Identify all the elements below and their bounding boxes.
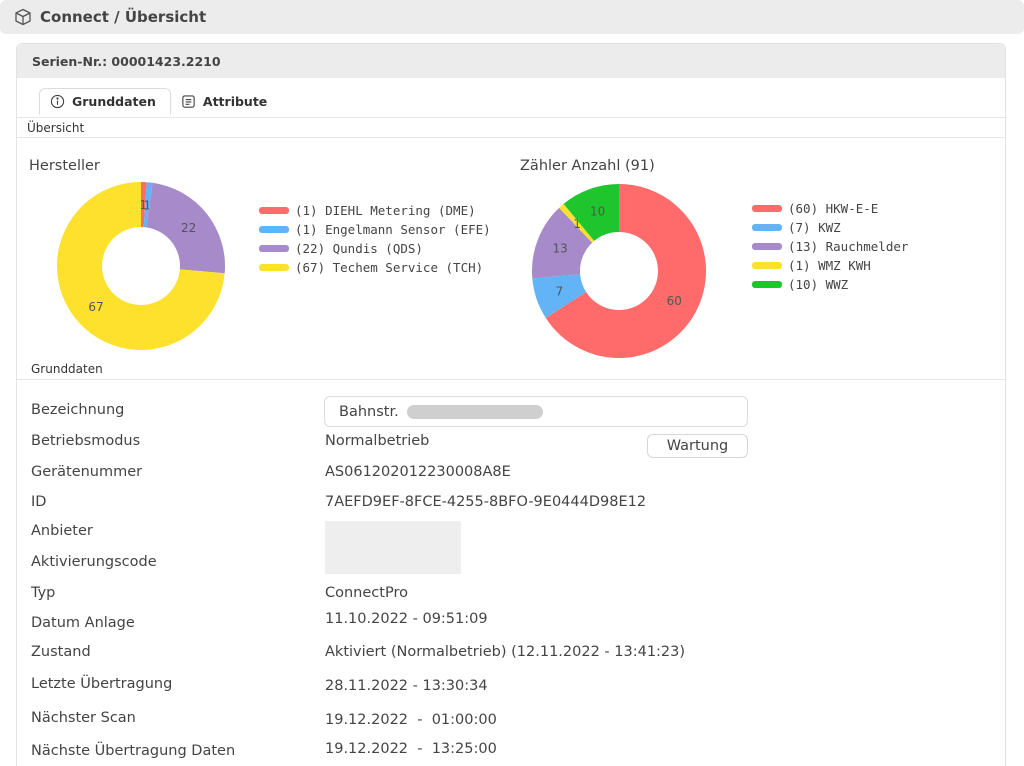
- donut-slice-1-diehl-metering-dme[interactable]: [141, 182, 147, 228]
- slice-value-label: 22: [181, 221, 196, 235]
- label-geraetenummer: Gerätenummer: [31, 464, 143, 480]
- legend-swatch: [259, 207, 289, 214]
- label-betriebsmodus: Betriebsmodus: [31, 433, 141, 449]
- value-zustand: Aktiviert (Normalbetrieb) (12.11.2022 - …: [325, 644, 686, 660]
- donut-chart-zaehler: 60 7 13 1 10: [532, 184, 706, 358]
- legend-swatch: [752, 224, 782, 231]
- page-header: Connect / Übersicht: [0, 0, 1024, 34]
- label-aktivierungscode: Aktivierungscode: [31, 554, 157, 570]
- device-card: Serien-Nr.: 00001423.2210 Grunddaten: [16, 43, 1006, 766]
- page-title: Connect / Übersicht: [40, 8, 207, 26]
- legend-item-10-wwz[interactable]: (10) WWZ: [752, 275, 908, 294]
- slice-value-label: 13: [552, 242, 567, 256]
- label-zustand: Zustand: [31, 644, 91, 660]
- document-list-icon: [181, 94, 197, 110]
- legend-label: (22) Qundis (QDS): [295, 241, 423, 256]
- label-datum-anlage: Datum Anlage: [31, 615, 135, 631]
- slice-value-label: 1: [573, 217, 581, 231]
- donut-slice-60-hkw-e-e[interactable]: [545, 184, 706, 358]
- legend-zaehler: (60) HKW-E-E (7) KWZ (13) Rauchmelder (1) W…: [752, 199, 908, 294]
- legend-label: (60) HKW-E-E: [788, 201, 879, 216]
- slice-value-label: 67: [88, 300, 103, 314]
- legend-swatch: [752, 243, 782, 250]
- legend-label: (7) KWZ: [788, 220, 841, 235]
- redacted-text: [406, 404, 543, 419]
- wartung-button[interactable]: Wartung: [647, 434, 748, 458]
- legend-item-1-wmz-kwh[interactable]: (1) WMZ KWH: [752, 256, 908, 275]
- value-letzte-uebertragung: 28.11.2022 - 13:30:34: [325, 678, 488, 694]
- chart-title-zaehler: Zähler Anzahl (91): [520, 158, 655, 174]
- label-naechste-uebertragung: Nächste Übertragung Daten: [31, 743, 236, 759]
- redacted-box: [325, 521, 461, 574]
- slice-value-label: 7: [556, 284, 564, 298]
- value-betriebsmodus: Normalbetrieb: [325, 433, 430, 449]
- slice-value-label: 60: [667, 294, 682, 308]
- tab-grunddaten-label: Grunddaten: [72, 94, 156, 109]
- legend-label: (1) Engelmann Sensor (EFE): [295, 222, 491, 237]
- bezeichnung-input[interactable]: Bahnstr.: [324, 396, 748, 427]
- legend-label: (67) Techem Service (TCH): [295, 260, 484, 275]
- legend-item-1-engelmann-sensor-efe[interactable]: (1) Engelmann Sensor (EFE): [259, 220, 491, 239]
- tab-bar: Grunddaten Attribute: [39, 88, 281, 118]
- divider: [17, 117, 1005, 118]
- serial-number-header: Serien-Nr.: 00001423.2210: [17, 44, 1005, 78]
- chart-title-hersteller: Hersteller: [29, 158, 100, 174]
- donut-slice-7-kwz[interactable]: [532, 274, 587, 318]
- label-anbieter: Anbieter: [31, 523, 93, 539]
- legend-swatch: [752, 262, 782, 269]
- legend-item-60-hkw-e-e[interactable]: (60) HKW-E-E: [752, 199, 908, 218]
- legend-swatch: [752, 281, 782, 288]
- value-id: 7AEFD9EF-8FCE-4255-8BFO-9E0444D98E12: [325, 494, 647, 510]
- divider: [17, 137, 1005, 138]
- slice-value-label: 10: [590, 205, 605, 219]
- tab-grunddaten[interactable]: Grunddaten: [39, 88, 171, 115]
- donut-slice-1-engelmann-sensor-efe[interactable]: [143, 182, 153, 228]
- value-naechste-uebertragung: 19.12.2022 - 13:25:00: [325, 741, 497, 757]
- legend-item-67-techem-service-tch[interactable]: (67) Techem Service (TCH): [259, 258, 491, 277]
- donut-slice-22-qundis-qds[interactable]: [146, 182, 225, 274]
- value-geraetenummer: AS061202012230008A8E: [325, 464, 511, 480]
- tab-attribute[interactable]: Attribute: [171, 88, 281, 115]
- tab-attribute-label: Attribute: [202, 94, 268, 109]
- cube-icon: [14, 7, 34, 27]
- donut-slice-67-techem-service-tch[interactable]: [56, 182, 225, 350]
- donut-slice-10-wwz[interactable]: [563, 184, 619, 241]
- legend-label: (1) DIEHL Metering (DME): [295, 203, 476, 218]
- legend-swatch: [259, 264, 289, 271]
- legend-label: (10) WWZ: [788, 277, 849, 292]
- donut-slice-1-wmz-kwh[interactable]: [559, 203, 595, 243]
- legend-item-22-qundis-qds[interactable]: (22) Qundis (QDS): [259, 239, 491, 258]
- legend-label: (13) Rauchmelder: [788, 239, 909, 254]
- slice-value-label: 1: [143, 198, 151, 212]
- section-label-overview: Übersicht: [27, 121, 85, 135]
- divider: [17, 379, 1005, 380]
- legend-swatch: [752, 205, 782, 212]
- legend-swatch: [259, 226, 289, 233]
- label-typ: Typ: [31, 585, 56, 601]
- value-naechster-scan: 19.12.2022 - 01:00:00: [325, 712, 497, 728]
- bezeichnung-value: Bahnstr.: [339, 403, 399, 420]
- legend-hersteller: (1) DIEHL Metering (DME) (1) Engelmann Se…: [259, 201, 491, 277]
- legend-swatch: [259, 245, 289, 252]
- info-circle-icon: [50, 94, 66, 110]
- value-typ: ConnectPro: [325, 585, 408, 601]
- legend-label: (1) WMZ KWH: [788, 258, 871, 273]
- legend-item-1-diehl-metering-dme[interactable]: (1) DIEHL Metering (DME): [259, 201, 491, 220]
- label-letzte-uebertragung: Letzte Übertragung: [31, 676, 173, 692]
- legend-item-13-rauchmelder[interactable]: (13) Rauchmelder: [752, 237, 908, 256]
- donut-chart-hersteller: 11 22 67: [56, 182, 225, 350]
- legend-item-7-kwz[interactable]: (7) KWZ: [752, 218, 908, 237]
- donut-slice-13-rauchmelder[interactable]: [532, 207, 593, 279]
- label-naechster-scan: Nächster Scan: [31, 710, 136, 726]
- label-id: ID: [31, 494, 47, 510]
- value-datum-anlage: 11.10.2022 - 09:51:09: [325, 611, 488, 627]
- label-bezeichnung: Bezeichnung: [31, 402, 125, 418]
- slice-value-label: 1: [139, 198, 147, 212]
- section-label-grunddaten: Grunddaten: [31, 362, 103, 376]
